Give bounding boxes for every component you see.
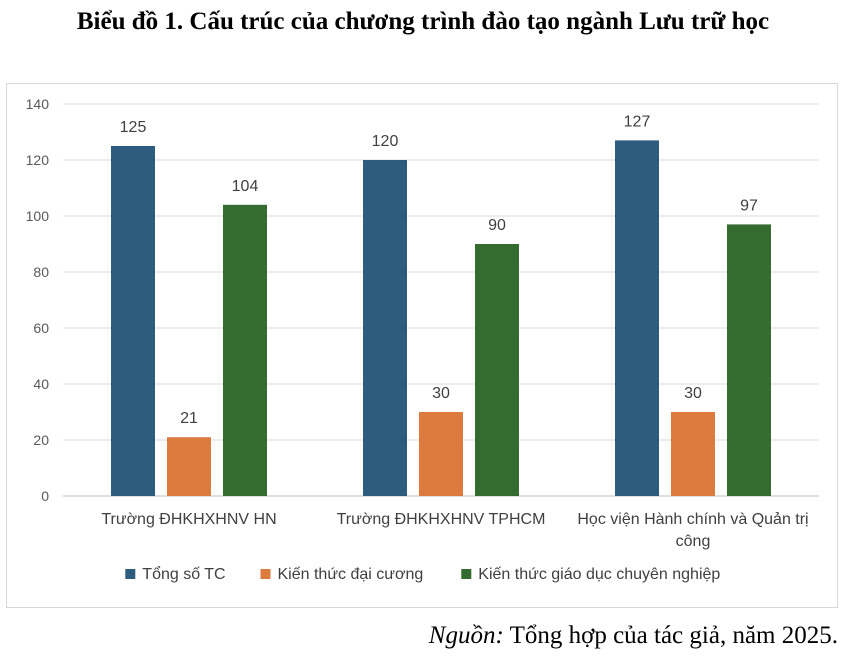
chart-area: 0 20 40 60 80 100 120 140 125 21 104 Trường ĐHKHXHN… (6, 83, 838, 608)
bar (475, 244, 519, 496)
legend-swatch (260, 569, 271, 579)
bar (615, 140, 659, 496)
y-tick-label: 120 (26, 152, 50, 168)
data-label: 120 (372, 133, 399, 150)
y-tick-label: 0 (41, 488, 49, 504)
x-category-label: Trường ĐHKHXHNV HN (101, 511, 276, 528)
source-text: Tổng hợp của tác giả, năm 2025. (503, 622, 838, 649)
y-tick-label: 20 (33, 432, 49, 448)
data-label: 97 (740, 197, 758, 214)
data-label: 30 (684, 385, 702, 402)
legend-swatch (125, 569, 136, 579)
bar (671, 412, 715, 496)
legend-label: Tổng số TC (142, 565, 225, 583)
x-category-label: Học viện Hành chính và Quản trị (577, 511, 808, 528)
data-label: 30 (432, 385, 450, 402)
bar-chart: 0 20 40 60 80 100 120 140 125 21 104 Trường ĐHKHXHN… (26, 96, 819, 583)
source-label: Nguồn: (428, 622, 504, 649)
legend-swatch (461, 569, 472, 579)
bar (223, 204, 267, 497)
y-tick-label: 60 (33, 320, 49, 336)
bar (111, 146, 155, 496)
data-label: 125 (120, 119, 147, 136)
bar (419, 412, 463, 496)
bar (167, 437, 211, 496)
y-tick-label: 40 (33, 376, 49, 392)
chart-title: Biểu đồ 1. Cấu trúc của chương trình đào… (76, 8, 770, 35)
x-category-label: Trường ĐHKHXHNV TPHCM (337, 511, 546, 528)
bar (363, 160, 407, 496)
y-tick-label: 80 (33, 264, 49, 280)
bar (727, 224, 771, 496)
x-category-label: công (676, 533, 711, 550)
data-label: 21 (180, 410, 198, 427)
legend-label: Kiến thức đại cương (278, 566, 424, 583)
data-label: 127 (624, 113, 651, 130)
source-note: Nguồn: Tổng hợp của tác giả, năm 2025. (429, 620, 838, 652)
y-tick-label: 100 (26, 208, 50, 224)
data-label: 104 (232, 178, 259, 195)
y-tick-label: 140 (26, 96, 50, 112)
data-label: 90 (488, 217, 506, 234)
legend-label: Kiến thức giáo dục chuyên nghiệp (478, 566, 720, 583)
